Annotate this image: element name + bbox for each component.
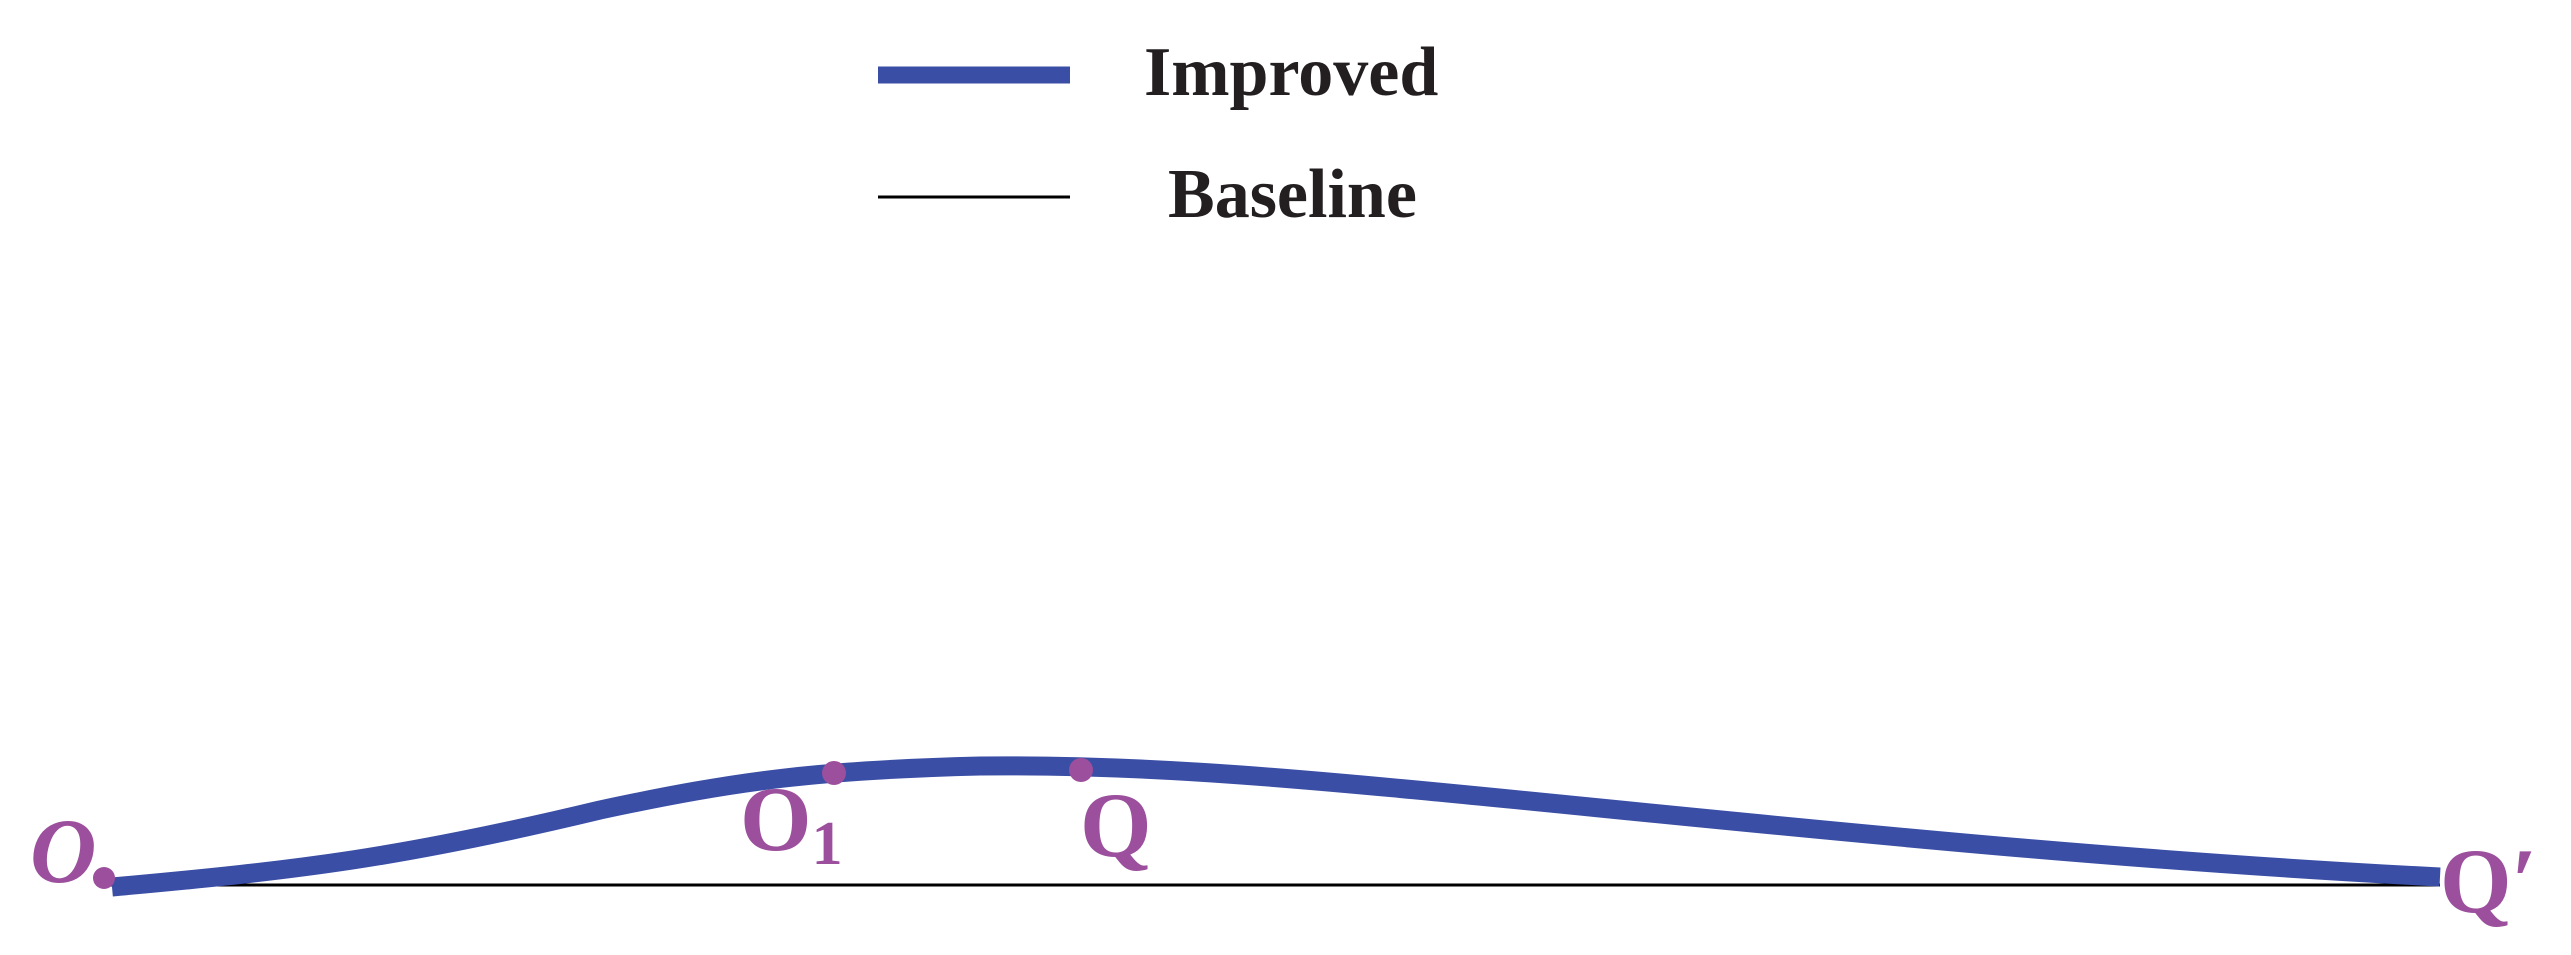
point-q-prime: Q′ (2440, 830, 2537, 932)
point-o-label: O (30, 800, 96, 902)
point-q-marker (1069, 758, 1093, 782)
point-q-label: Q (1080, 774, 1152, 876)
point-q-prime-label: Q′ (2440, 830, 2537, 932)
point-o-marker (93, 867, 115, 889)
point-o: O (30, 800, 115, 902)
point-o1: O1 (740, 761, 846, 878)
legend-improved-label: Improved (1144, 34, 1438, 111)
point-q: Q (1069, 758, 1152, 876)
point-o1-label: O1 (740, 768, 843, 878)
point-o1-marker (822, 761, 846, 785)
legend-baseline-label: Baseline (1168, 156, 1417, 233)
legend: Improved Baseline (878, 34, 1438, 233)
improved-path (111, 756, 2441, 897)
